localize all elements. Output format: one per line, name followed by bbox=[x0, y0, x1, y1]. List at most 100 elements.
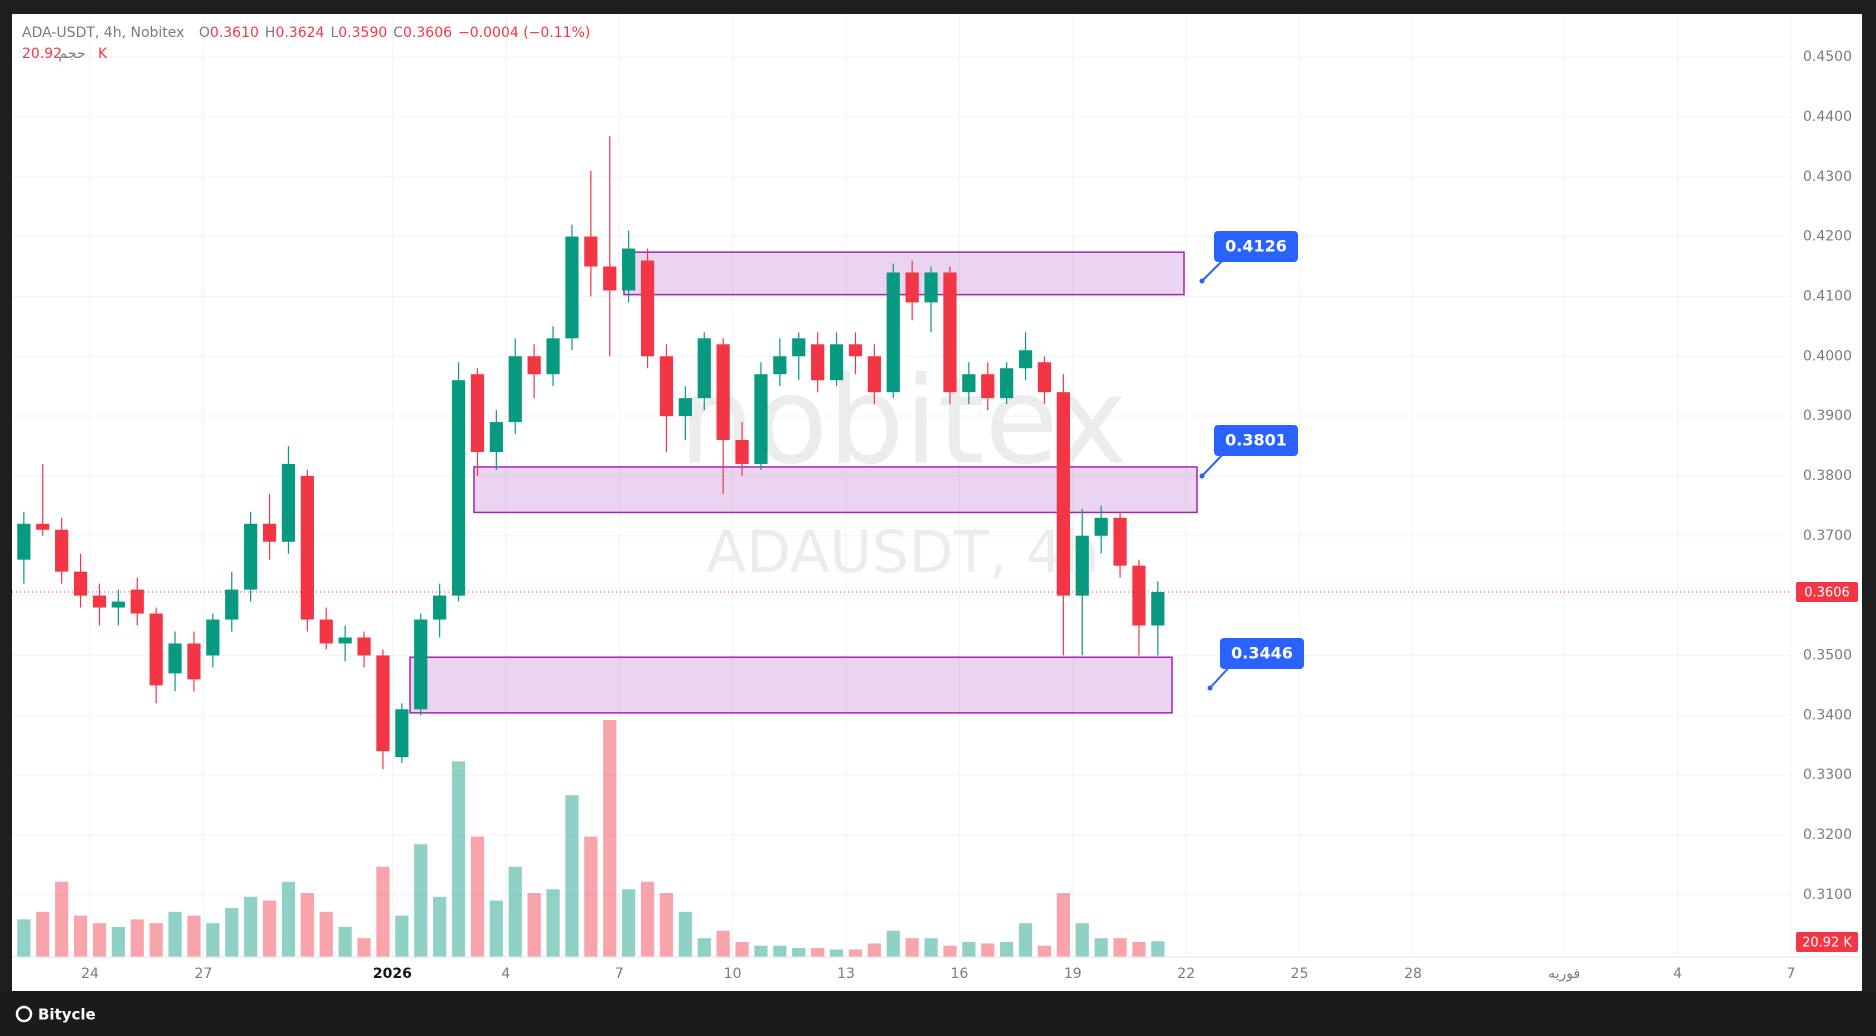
candle-body bbox=[1094, 517, 1108, 536]
candle-body bbox=[565, 236, 579, 339]
x-tick-label: 7 bbox=[1787, 966, 1796, 982]
volume-bar bbox=[149, 923, 163, 957]
candle-body bbox=[1037, 362, 1052, 393]
y-tick-label: 0.4300 bbox=[1803, 169, 1852, 185]
candle-body bbox=[603, 266, 617, 291]
volume-bar bbox=[565, 795, 579, 957]
x-tick-label: 25 bbox=[1291, 966, 1309, 982]
candle-body bbox=[527, 356, 541, 375]
y-tick-label: 0.4100 bbox=[1803, 288, 1852, 304]
candle-body bbox=[792, 338, 806, 357]
candle-body bbox=[584, 236, 598, 267]
zone bbox=[623, 251, 1185, 296]
volume-bar bbox=[659, 893, 674, 957]
candle-body bbox=[17, 523, 31, 560]
ohlc-value: 0.3624 bbox=[275, 25, 324, 41]
x-tick-label: 7 bbox=[615, 966, 624, 982]
volume-bar bbox=[357, 938, 371, 957]
candle-body bbox=[829, 344, 844, 381]
volume-bar bbox=[1037, 945, 1052, 957]
volume-name: حجم bbox=[59, 46, 86, 62]
ohlc-value: 0.3590 bbox=[338, 25, 387, 41]
candle-body bbox=[640, 260, 655, 357]
candle-body bbox=[319, 619, 333, 644]
volume-bar bbox=[225, 908, 239, 957]
volume-bar bbox=[111, 926, 125, 957]
candle-body bbox=[1132, 565, 1146, 626]
volume-bar bbox=[1113, 938, 1127, 957]
candle-body bbox=[678, 398, 692, 417]
volume-bar bbox=[527, 893, 541, 957]
candle-body bbox=[962, 374, 976, 393]
volume-bar bbox=[130, 919, 144, 957]
candle-body bbox=[811, 344, 825, 381]
callout-label: 0.4126 bbox=[1225, 237, 1287, 256]
volume-bar bbox=[451, 761, 466, 957]
candle-body bbox=[433, 595, 447, 620]
volume-bar bbox=[244, 896, 258, 957]
volume-bar bbox=[73, 915, 88, 957]
candle-body bbox=[187, 643, 201, 680]
ohlc-key: L bbox=[330, 25, 338, 41]
x-tick-label: 27 bbox=[194, 966, 212, 982]
footer-bar bbox=[0, 991, 1876, 1036]
watermark-symbol: ADAUSDT, 4h bbox=[707, 518, 1100, 586]
volume-bar bbox=[433, 896, 447, 957]
candle-body bbox=[168, 643, 182, 674]
candle-body bbox=[716, 344, 730, 441]
volume-bar bbox=[735, 941, 749, 957]
volume-bar bbox=[943, 945, 957, 957]
callout-dot bbox=[1199, 473, 1205, 479]
candle-body bbox=[225, 589, 239, 620]
candle-body bbox=[73, 571, 88, 596]
ohlc-key: C bbox=[393, 25, 403, 41]
volume-bar bbox=[281, 881, 296, 957]
y-tick-label: 0.3700 bbox=[1803, 528, 1852, 544]
candle-body bbox=[659, 356, 674, 417]
volume-bar bbox=[489, 900, 503, 957]
x-tick-label: 4 bbox=[501, 966, 510, 982]
volume-bar bbox=[508, 866, 522, 957]
volume-bar bbox=[603, 720, 617, 957]
candle-body bbox=[546, 338, 560, 375]
y-tick-label: 0.3900 bbox=[1803, 408, 1852, 424]
volume-bar bbox=[1094, 938, 1108, 957]
volume-bar bbox=[36, 911, 50, 957]
volume-bar bbox=[848, 949, 863, 957]
candle-body bbox=[451, 380, 466, 596]
volume-bar bbox=[319, 911, 333, 957]
volume-bar bbox=[905, 938, 919, 957]
change: −0.0004 (−0.11%) bbox=[458, 25, 590, 41]
candle-body bbox=[735, 440, 749, 464]
candle-body bbox=[470, 374, 485, 452]
volume-bar bbox=[17, 919, 31, 957]
volume-bar bbox=[92, 923, 107, 957]
candle-body bbox=[1056, 392, 1070, 596]
zone bbox=[473, 466, 1198, 514]
volume-bar bbox=[962, 941, 976, 957]
volume-bar bbox=[867, 943, 881, 957]
volume-bar bbox=[584, 836, 598, 957]
x-tick-label: 22 bbox=[1177, 966, 1195, 982]
candle-body bbox=[508, 356, 522, 423]
callout-dot bbox=[1207, 685, 1213, 691]
candle-body bbox=[130, 589, 144, 614]
ohlc-key: H bbox=[265, 25, 276, 41]
zones-layer bbox=[409, 251, 1198, 714]
brand[interactable]: Bitycle bbox=[38, 1006, 96, 1024]
y-tick-label: 0.3200 bbox=[1803, 827, 1852, 843]
candle-body bbox=[754, 374, 768, 464]
volume-bar bbox=[338, 926, 352, 957]
candle-body bbox=[489, 422, 503, 452]
candle-body bbox=[262, 523, 277, 542]
symbol: ADA-USDT, 4h, Nobitex bbox=[22, 25, 184, 41]
y-tick-label: 0.3400 bbox=[1803, 707, 1852, 723]
x-tick-label: 19 bbox=[1064, 966, 1082, 982]
callout-box bbox=[1214, 231, 1298, 262]
volume-bar bbox=[886, 930, 900, 957]
candle-body bbox=[414, 619, 428, 710]
volume-bar bbox=[300, 893, 314, 957]
volume-bar bbox=[981, 943, 995, 957]
volume-bar bbox=[168, 911, 182, 957]
